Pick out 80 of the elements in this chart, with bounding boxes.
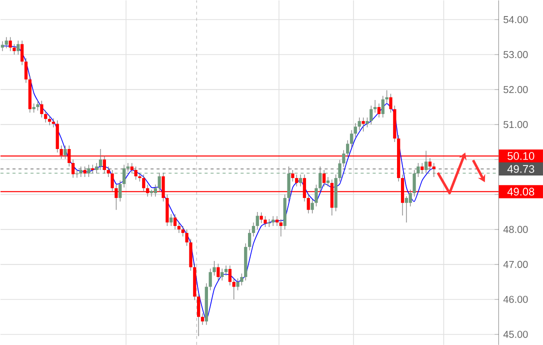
y-tick-label: 47.00	[503, 260, 528, 268]
candlestick	[252, 222, 256, 237]
candlestick	[44, 110, 48, 123]
candlestick	[326, 176, 330, 187]
candlestick	[72, 159, 75, 178]
ref-line-label: 50.10	[508, 152, 534, 160]
candlestick	[134, 166, 138, 180]
candlestick	[150, 189, 154, 197]
candlestick	[200, 312, 204, 326]
y-tick-label: 51.00	[504, 120, 528, 128]
candlestick	[197, 292, 200, 336]
candlestick	[98, 148, 102, 170]
candlestick	[248, 229, 252, 251]
candlestick	[106, 166, 110, 178]
candlestick	[64, 145, 67, 159]
candlestick	[362, 117, 365, 132]
candlestick	[40, 100, 44, 118]
candlestick	[236, 278, 240, 290]
candlestick	[228, 265, 232, 286]
candlestick	[354, 122, 358, 138]
candlestick	[366, 117, 369, 128]
candlestick	[314, 184, 318, 207]
candlestick	[12, 44, 16, 55]
candlestick	[291, 170, 294, 182]
candlestick	[389, 93, 392, 113]
y-tick-label: 45.00	[503, 330, 528, 338]
candlestick	[224, 265, 228, 276]
y-tick-label: 52.00	[504, 86, 528, 93]
candlestick	[220, 268, 224, 281]
candlestick	[36, 100, 40, 111]
y-tick-label: 53.00	[504, 50, 528, 58]
candlestick	[130, 162, 134, 174]
y-tick-label: 54.00	[504, 16, 528, 24]
candlestick	[154, 184, 157, 197]
candlestick	[377, 103, 381, 118]
candlestick	[408, 189, 412, 207]
ref-line-label: 49.08	[507, 188, 534, 196]
candlestick	[24, 58, 28, 84]
candlestick	[170, 214, 173, 226]
candlestick	[346, 140, 350, 158]
candlestick	[342, 150, 346, 168]
candlestick	[232, 278, 236, 300]
candlestick	[370, 105, 373, 125]
candlestick	[381, 95, 384, 118]
line-series	[2, 45, 434, 321]
candlestick	[181, 226, 184, 237]
candlestick	[310, 198, 314, 214]
candlestick	[358, 117, 361, 130]
candlestick	[385, 90, 388, 104]
candlestick	[432, 162, 436, 178]
y-tick-label: 46.00	[503, 296, 528, 303]
candlestick	[306, 194, 310, 214]
candlestick	[275, 216, 279, 226]
candlestick	[256, 212, 259, 230]
candlestick	[295, 174, 298, 187]
candlestick	[177, 222, 181, 234]
candlestick	[350, 130, 354, 148]
candlestick	[240, 273, 244, 286]
ref-line-label: 49.73	[507, 164, 534, 173]
candlestick	[20, 40, 24, 66]
candlestick	[52, 118, 56, 128]
candlestick	[216, 263, 220, 281]
candlestick	[212, 260, 216, 276]
candlestick	[83, 166, 86, 178]
candlestick	[279, 218, 283, 237]
candlestick	[4, 36, 8, 48]
y-tick-label: 48.00	[503, 226, 528, 233]
candlestick	[32, 103, 36, 113]
candlestick	[404, 196, 408, 223]
candlestick	[373, 100, 377, 113]
candlestick	[8, 36, 12, 52]
candlestick	[264, 216, 267, 228]
candlestick	[420, 162, 424, 174]
candlestick	[185, 229, 188, 246]
candlestick	[173, 214, 177, 230]
candlestick	[208, 268, 212, 290]
candlestick	[16, 40, 20, 55]
candlestick	[118, 180, 122, 202]
candlestick	[272, 216, 275, 226]
candlestick	[322, 170, 326, 187]
